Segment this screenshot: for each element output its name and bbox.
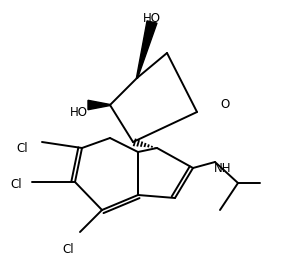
Text: NH: NH xyxy=(214,161,231,174)
Text: O: O xyxy=(220,99,229,112)
Text: Cl: Cl xyxy=(62,243,74,256)
Polygon shape xyxy=(88,100,110,110)
Polygon shape xyxy=(136,21,157,78)
Text: HO: HO xyxy=(70,106,88,118)
Text: Cl: Cl xyxy=(11,178,22,192)
Text: HO: HO xyxy=(143,12,161,25)
Text: Cl: Cl xyxy=(16,141,28,155)
